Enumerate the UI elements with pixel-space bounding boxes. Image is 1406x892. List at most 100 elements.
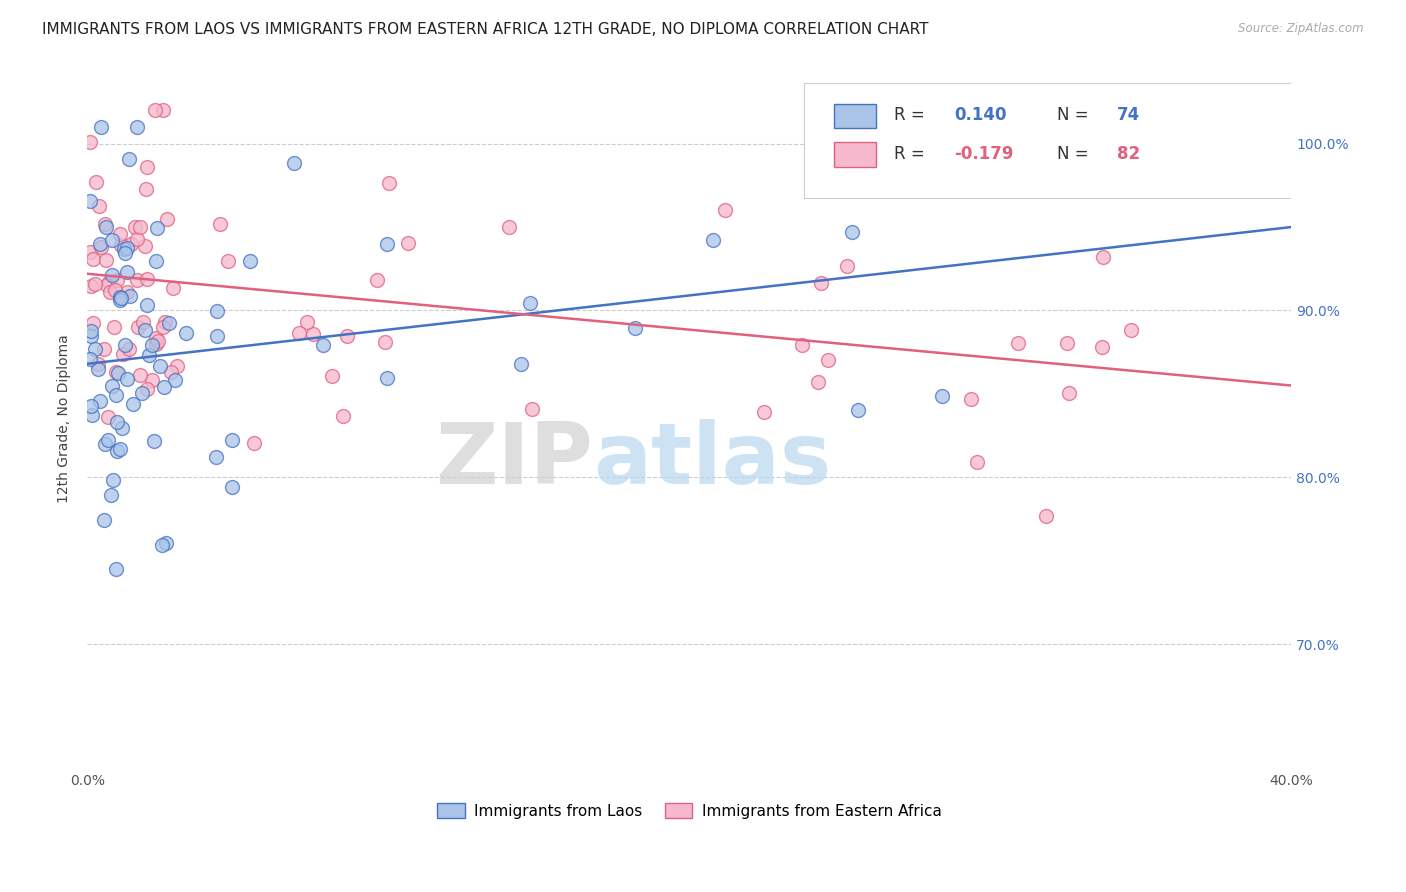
Point: [207, 329, 229, 343]
Point: [101, 233, 124, 247]
Text: -0.179: -0.179: [955, 145, 1014, 163]
Point: [107, 366, 129, 380]
Point: [209, 217, 232, 231]
Point: [114, 338, 136, 352]
Point: [807, 376, 830, 390]
Point: [837, 259, 859, 273]
Point: [127, 273, 149, 287]
Point: [336, 329, 359, 343]
Text: ZIP: ZIP: [436, 419, 593, 502]
Point: [105, 273, 128, 287]
Point: [374, 334, 396, 349]
Legend: Immigrants from Laos, Immigrants from Eastern Africa: Immigrants from Laos, Immigrants from Ea…: [432, 797, 948, 825]
Point: [1035, 508, 1057, 523]
Point: [239, 254, 262, 268]
Point: [112, 347, 135, 361]
Point: [498, 220, 520, 235]
Point: [110, 227, 132, 242]
Point: [375, 371, 398, 385]
Point: [80, 278, 103, 293]
Point: [79, 194, 101, 208]
Point: [79, 245, 101, 260]
Point: [1119, 323, 1142, 337]
Point: [160, 365, 183, 379]
Point: [221, 480, 243, 494]
Point: [174, 326, 197, 341]
Text: atlas: atlas: [593, 419, 831, 502]
FancyBboxPatch shape: [804, 83, 1303, 198]
Point: [146, 334, 169, 348]
Text: R =: R =: [894, 145, 925, 163]
Point: [941, 120, 963, 134]
Point: [125, 231, 148, 245]
Point: [131, 385, 153, 400]
Point: [84, 277, 107, 291]
Point: [117, 241, 139, 255]
Point: [1059, 386, 1081, 401]
Point: [141, 338, 163, 352]
Point: [817, 352, 839, 367]
Point: [93, 437, 115, 451]
Point: [111, 421, 134, 435]
Text: IMMIGRANTS FROM LAOS VS IMMIGRANTS FROM EASTERN AFRICA 12TH GRADE, NO DIPLOMA CO: IMMIGRANTS FROM LAOS VS IMMIGRANTS FROM …: [42, 22, 929, 37]
Point: [118, 342, 141, 356]
Point: [124, 220, 146, 235]
Point: [1007, 335, 1029, 350]
Text: 82: 82: [1116, 145, 1140, 163]
Point: [108, 293, 131, 307]
Point: [97, 275, 120, 289]
Point: [87, 199, 110, 213]
Point: [165, 373, 187, 387]
Point: [519, 296, 541, 310]
Point: [82, 252, 104, 267]
Point: [101, 379, 124, 393]
Point: [162, 281, 184, 295]
Point: [217, 253, 239, 268]
Point: [156, 211, 179, 226]
FancyBboxPatch shape: [834, 103, 876, 128]
Point: [134, 323, 156, 337]
Point: [104, 283, 127, 297]
Text: N =: N =: [1056, 145, 1088, 163]
Point: [135, 271, 157, 285]
Point: [520, 402, 543, 417]
Point: [135, 182, 157, 196]
Point: [378, 176, 401, 190]
Point: [84, 175, 107, 189]
Point: [87, 361, 110, 376]
Point: [117, 371, 139, 385]
Point: [931, 389, 953, 403]
Point: [138, 348, 160, 362]
Point: [83, 343, 105, 357]
Point: [105, 444, 128, 458]
Point: [1091, 340, 1114, 354]
Text: Source: ZipAtlas.com: Source: ZipAtlas.com: [1239, 22, 1364, 36]
Point: [157, 316, 180, 330]
Point: [321, 369, 343, 384]
Point: [396, 236, 419, 251]
Point: [155, 535, 177, 549]
Point: [101, 268, 124, 282]
Point: [114, 246, 136, 260]
Point: [98, 285, 121, 299]
Point: [82, 408, 104, 422]
Point: [89, 394, 111, 409]
Point: [110, 238, 132, 252]
Point: [1056, 336, 1078, 351]
Point: [129, 220, 152, 235]
Point: [122, 397, 145, 411]
Point: [80, 399, 103, 413]
Point: [80, 329, 103, 343]
Point: [960, 392, 983, 407]
Point: [94, 220, 117, 235]
Point: [96, 253, 118, 268]
Point: [93, 513, 115, 527]
Point: [105, 388, 128, 402]
Point: [104, 366, 127, 380]
Point: [96, 278, 118, 293]
Point: [120, 289, 142, 303]
Y-axis label: 12th Grade, No Diploma: 12th Grade, No Diploma: [58, 334, 72, 503]
Point: [80, 324, 103, 338]
Point: [295, 315, 318, 329]
Point: [141, 373, 163, 387]
